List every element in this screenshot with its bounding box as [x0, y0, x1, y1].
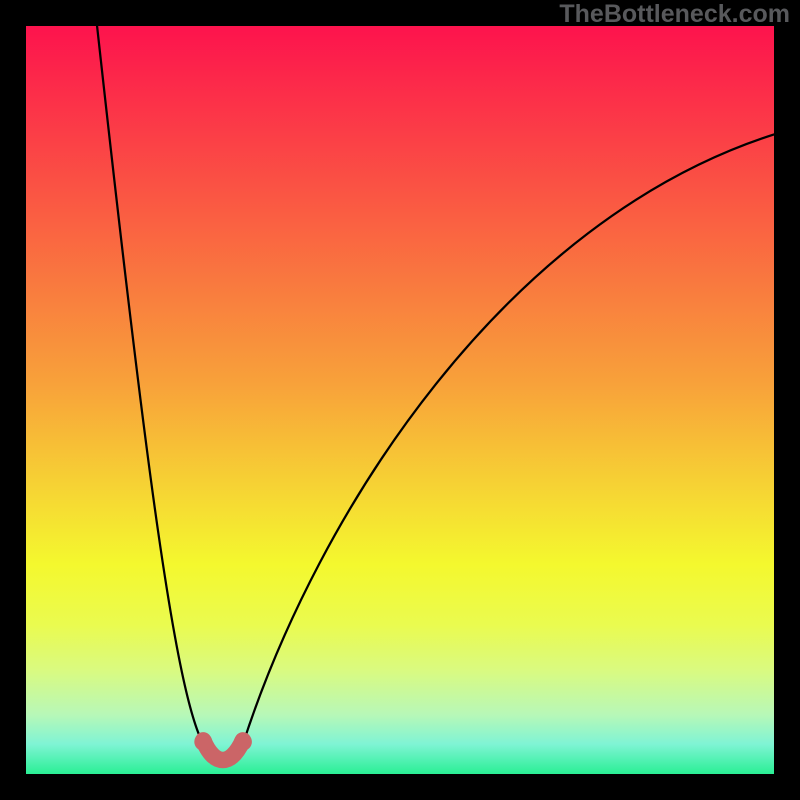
chart-plot-area [26, 26, 774, 774]
plot-background [26, 26, 774, 774]
watermark-label: TheBottleneck.com [559, 0, 790, 29]
marker-left-dot [194, 733, 212, 751]
marker-right-dot [234, 733, 252, 751]
chart-svg [26, 26, 774, 774]
chart-frame: TheBottleneck.com [0, 0, 800, 800]
